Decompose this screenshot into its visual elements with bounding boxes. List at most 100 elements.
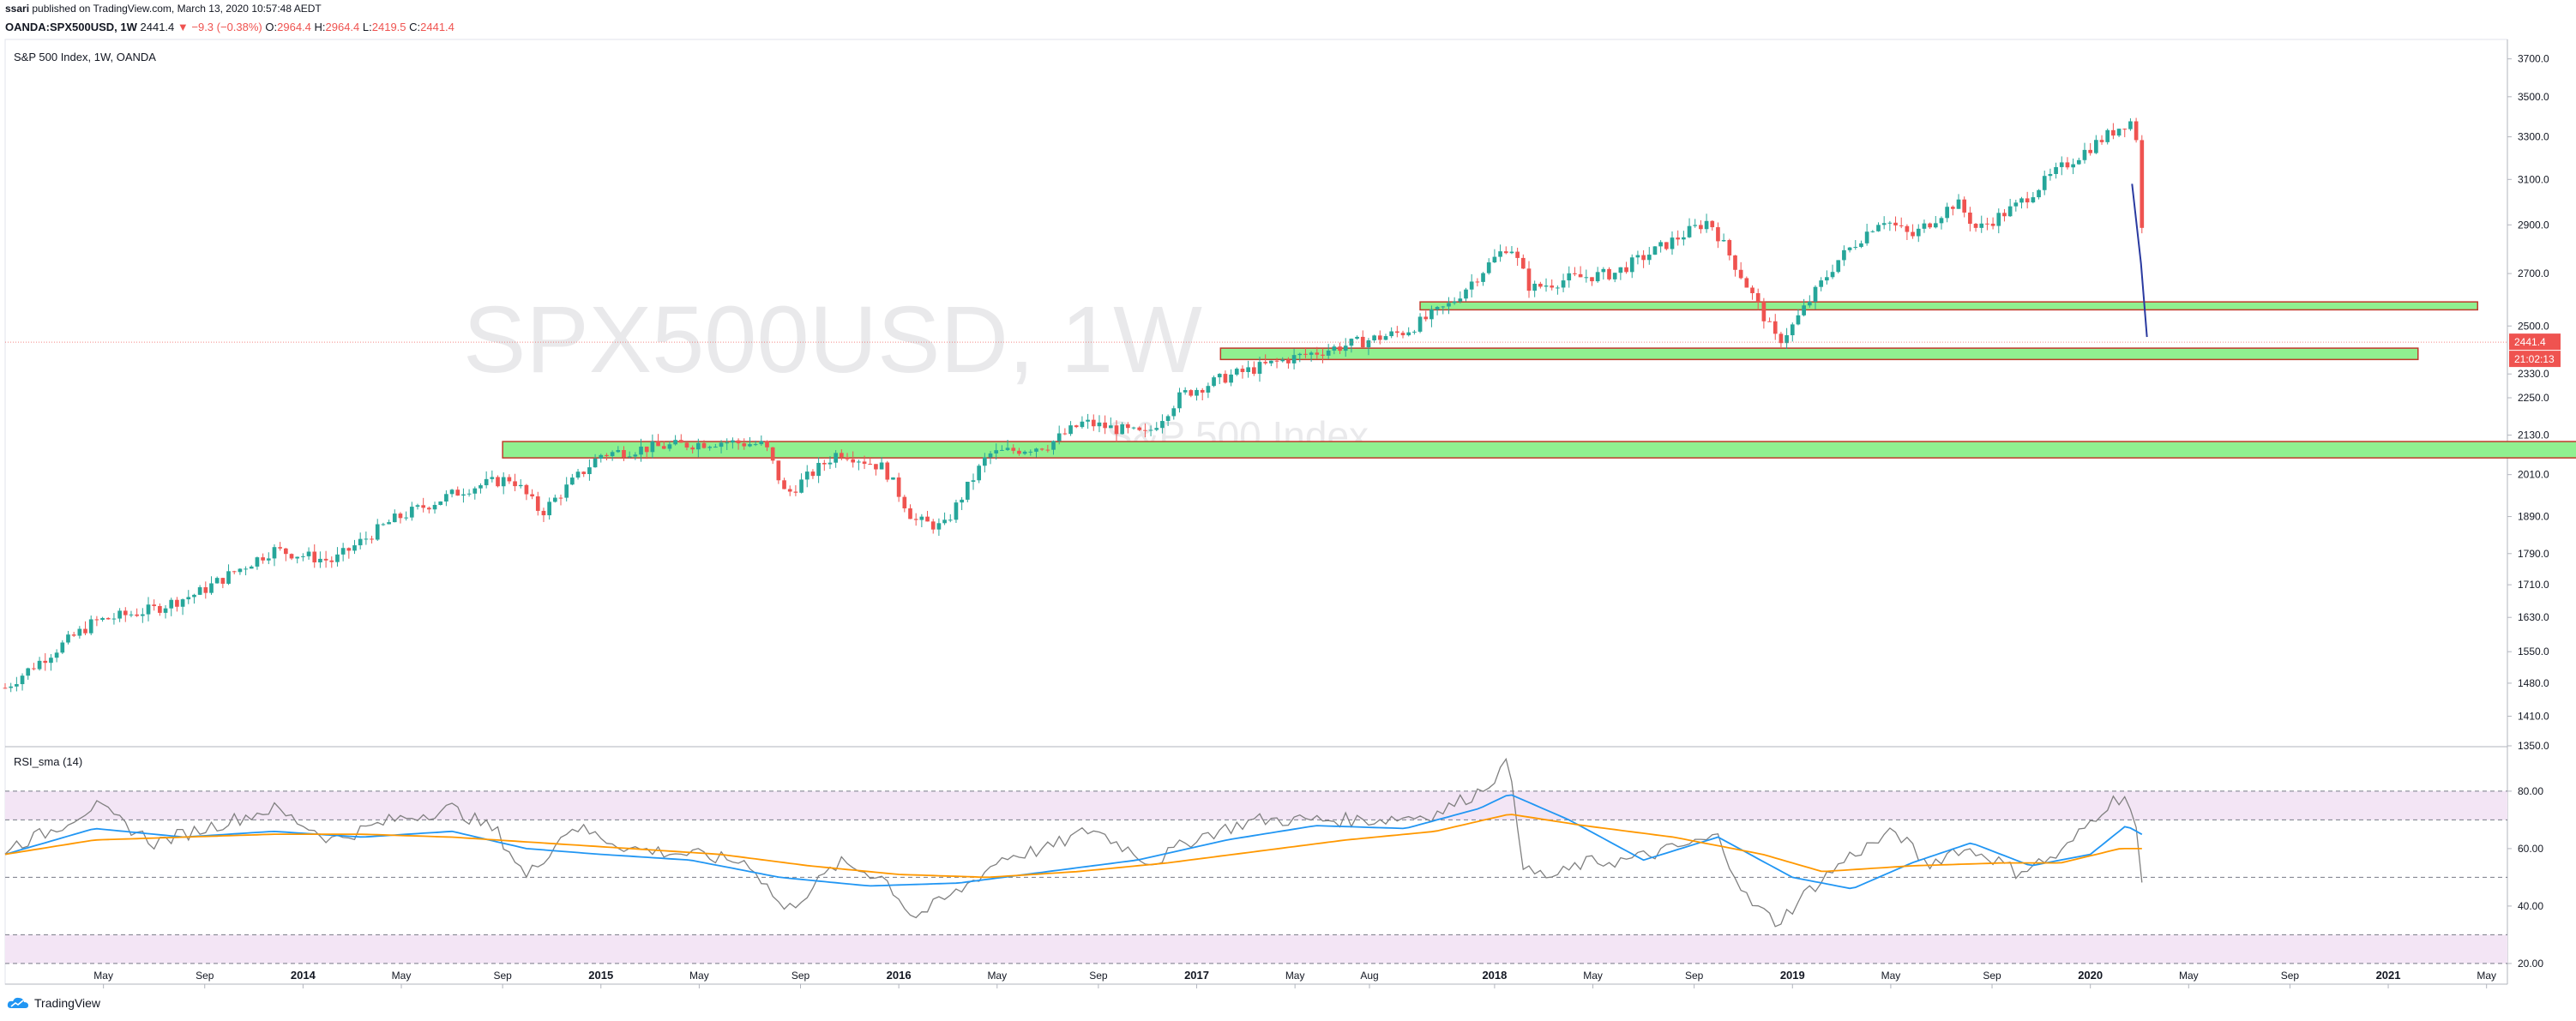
- publisher-name[interactable]: ssari: [5, 3, 30, 15]
- time-axis-ticks[interactable]: May Sep 2014 May Sep 2015 May Sep 2016 May Sep 2017…: [93, 969, 2496, 988]
- price-tick-label: 1890.0: [2518, 511, 2549, 523]
- candle: [312, 544, 317, 568]
- candle-body: [834, 453, 838, 463]
- candle: [845, 453, 850, 462]
- candle-body: [1120, 424, 1125, 435]
- price-tick-label: 3100.0: [2518, 173, 2549, 185]
- candle: [1131, 426, 1136, 430]
- trend-arrow-line: [2131, 183, 2148, 338]
- candle: [232, 570, 237, 574]
- candle: [197, 585, 202, 596]
- candle: [816, 457, 821, 483]
- support-zones[interactable]: [502, 301, 2576, 459]
- price-tick-label: 3300.0: [2518, 131, 2549, 143]
- candle-body: [1429, 309, 1434, 320]
- candle-body: [1251, 367, 1256, 374]
- candle: [71, 632, 76, 638]
- candle: [2048, 168, 2053, 181]
- chart-area[interactable]: SPX500USD, 1W S&P 500 Index S&P 500 Inde…: [0, 38, 2576, 1021]
- candle-body: [885, 462, 890, 480]
- candle-body: [2037, 189, 2041, 198]
- candle: [186, 590, 191, 604]
- candle-body: [375, 524, 380, 540]
- candle: [1916, 224, 1921, 243]
- price-tick-label: 3700.0: [2518, 53, 2549, 65]
- candle: [1165, 414, 1171, 426]
- candle-body: [1550, 285, 1555, 288]
- candle-body: [1916, 228, 1921, 237]
- candle: [719, 440, 724, 453]
- price-chart-svg[interactable]: SPX500USD, 1W S&P 500 Index S&P 500 Inde…: [0, 38, 2576, 989]
- candle: [1556, 285, 1560, 295]
- candle: [765, 440, 769, 452]
- candle: [146, 597, 151, 622]
- candle: [295, 556, 300, 564]
- price-axis-ticks[interactable]: 3700.0 3500.0 3300.0 3100.0 2900.0 2700.0 2500…: [2507, 53, 2549, 752]
- candle: [541, 507, 546, 522]
- candle: [1492, 249, 1497, 263]
- last-price: 2441.4: [140, 21, 175, 33]
- candle-body: [1464, 289, 1468, 299]
- candle: [478, 483, 483, 494]
- candle-body: [398, 514, 403, 519]
- candle: [633, 452, 638, 460]
- candle-body: [2082, 149, 2087, 160]
- candle-body: [1802, 305, 1806, 315]
- time-tick-label: Aug: [1360, 970, 1378, 982]
- candle: [605, 453, 609, 461]
- candle-body: [1573, 273, 1577, 274]
- candle-body: [868, 464, 873, 465]
- candle-body: [2025, 198, 2030, 203]
- time-tick-label: 2017: [1184, 969, 1209, 982]
- rsi-axis-ticks[interactable]: 80.00 60.00 40.00 20.00: [2507, 785, 2543, 970]
- candle: [1321, 348, 1325, 363]
- candle-body: [736, 440, 741, 444]
- price-tick-label: 1710.0: [2518, 579, 2549, 591]
- candle: [1171, 405, 1177, 420]
- candle: [639, 438, 643, 462]
- candle-body: [1556, 287, 1560, 289]
- candle-body: [587, 467, 592, 475]
- candle: [913, 513, 918, 526]
- candle: [1956, 194, 1961, 209]
- candle-body: [1876, 225, 1881, 231]
- tradingview-logo[interactable]: TradingView: [7, 996, 100, 1010]
- candle-body: [1108, 425, 1113, 429]
- rsi-series-line: [4, 814, 2142, 879]
- candle: [323, 550, 328, 568]
- candle: [261, 553, 265, 564]
- candle: [1447, 297, 1451, 315]
- candle-body: [1761, 302, 1766, 321]
- candle-body: [346, 548, 352, 551]
- candle: [701, 440, 707, 449]
- candle-body: [209, 583, 214, 593]
- candle: [501, 471, 506, 495]
- candle-body: [2088, 149, 2093, 153]
- candle: [111, 613, 117, 625]
- candle: [214, 576, 220, 584]
- candle-body: [1417, 316, 1423, 332]
- rsi-oversold-band: [5, 934, 2507, 964]
- candle-body: [1520, 257, 1526, 269]
- candle-body: [1377, 335, 1382, 340]
- drawn-trend-arrow[interactable]: [2131, 183, 2148, 338]
- candle-body: [725, 442, 730, 444]
- candle: [1017, 447, 1021, 456]
- watermark-symbol: SPX500USD, 1W: [463, 287, 1202, 393]
- candle: [1590, 277, 1594, 286]
- candle-body: [60, 642, 65, 653]
- candle: [1842, 245, 1846, 267]
- candle: [753, 441, 758, 447]
- candle-body: [100, 617, 105, 621]
- price-tick-label: 1350.0: [2518, 740, 2549, 752]
- rsi-bands: [5, 790, 2507, 964]
- candle: [1458, 291, 1463, 303]
- candle: [954, 499, 959, 523]
- candle: [358, 532, 363, 550]
- rsi-series-line: [4, 757, 2143, 928]
- candle-body: [1790, 324, 1795, 336]
- candle-body: [1836, 260, 1841, 273]
- candle: [472, 486, 478, 500]
- candle-body: [1309, 352, 1314, 355]
- candle: [1234, 367, 1239, 376]
